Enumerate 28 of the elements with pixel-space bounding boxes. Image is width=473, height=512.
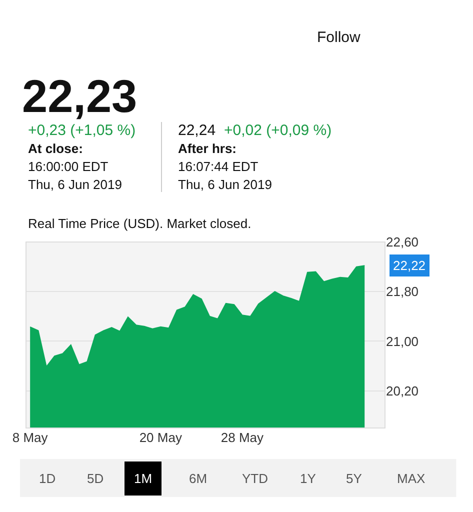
text: Follow [317,29,361,46]
x-tick-label: 20 May [139,430,182,445]
text: YTD [242,471,268,486]
text: 22,22 [393,258,426,273]
text: Real Time Price (USD). Market closed. [28,216,252,231]
y-tick-label: 21,80 [386,284,419,300]
text: 5Y [346,471,362,486]
text: 5D [87,471,104,486]
text: 1D [39,471,56,486]
text: 16:07:44 EDT [178,159,258,174]
text: After hrs: [178,141,237,156]
text: MAX [397,471,426,486]
text: 1Y [300,471,316,486]
text: +0,02 (+0,09 %) [224,122,332,139]
text: +0,23 (+1,05 %) [28,122,136,139]
text: 6M [189,471,208,486]
text: 22,24 [178,122,216,139]
text: Thu, 6 Jun 2019 [28,177,122,192]
text: 1M [134,471,152,486]
text: 16:00:00 EDT [28,159,108,174]
text: At close: [28,141,83,156]
y-tick-label: 22,60 [386,234,419,250]
chart-title: 22,23 [22,70,138,122]
x-tick-label: 8 May [12,430,48,445]
text: Thu, 6 Jun 2019 [178,177,272,192]
x-tick-label: 28 May [220,430,264,445]
y-tick-label: 20,20 [386,383,419,398]
y-tick-label: 21,00 [386,334,419,349]
